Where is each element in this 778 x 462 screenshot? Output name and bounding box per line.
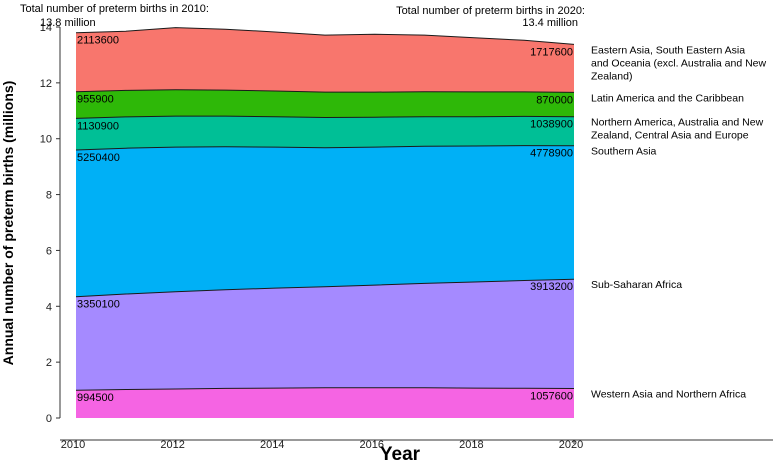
x-axis-label: Year (380, 444, 421, 462)
x-tick-label: 2016 (360, 439, 384, 451)
series-label-line: Eastern Asia, South Eastern Asia (591, 44, 745, 56)
series-label-line: Zealand) (591, 70, 632, 82)
series-label-line: Southern Asia (591, 146, 657, 158)
value-label-2020-3: 1038900 (530, 119, 573, 131)
series-label-line: and Oceania (excl. Australia and New (591, 57, 767, 69)
y-tick-label: 2 (46, 357, 52, 369)
area-series-0 (76, 387, 574, 418)
area-series-3 (76, 116, 574, 150)
x-tick-label: 2010 (61, 439, 85, 451)
series-label-0: Western Asia and Northern Africa (591, 388, 746, 400)
area-series-5 (76, 27, 574, 93)
y-tick-label: 14 (40, 22, 52, 34)
boundary-line-0 (75, 387, 575, 391)
series-label-line: Northern America, Australia and New (591, 117, 764, 129)
boundary-line-3 (75, 115, 575, 119)
y-tick-label: 8 (46, 190, 52, 202)
value-label-2010-5: 2113600 (77, 35, 119, 47)
series-label-line: Zealand, Central Asia and Europe (591, 130, 749, 142)
y-tick-label: 12 (40, 78, 52, 90)
value-label-2020-4: 870000 (536, 94, 573, 106)
x-tick-label: 2014 (260, 439, 284, 451)
area-boundaries (75, 27, 575, 391)
boundary-line-2 (75, 145, 575, 151)
axes (59, 27, 773, 441)
value-label-2020-2: 4778900 (530, 148, 573, 160)
annotation-2010-line1: Total number of preterm births in 2010: (20, 3, 209, 15)
value-labels: 994500 1057600 3350100 3913200 5250400 477890… (77, 35, 573, 405)
boundary-line-4 (75, 89, 575, 93)
series-label-5: Eastern Asia, South Eastern Asia and Ocea… (591, 44, 767, 82)
series-label-2: Southern Asia (591, 146, 657, 158)
value-label-2010-4: 955900 (77, 94, 114, 106)
value-label-2010-2: 5250400 (77, 152, 120, 164)
series-label-4: Latin America and the Caribbean (591, 92, 744, 104)
y-axis-label: Annual number of preterm births (million… (0, 81, 16, 366)
x-tick-label: 2020 (559, 439, 583, 451)
area-series-1 (76, 279, 574, 391)
annotation-2020-line2: 13.4 million (522, 17, 578, 29)
value-label-2010-0: 994500 (77, 392, 114, 404)
value-label-2010-3: 1130900 (77, 120, 119, 132)
area-series-2 (76, 145, 574, 297)
y-tick-label: 10 (40, 134, 52, 146)
series-label-line: Western Asia and Northern Africa (591, 388, 746, 400)
x-ticks: 2010 2012 2014 2016 2018 2020 (61, 439, 583, 451)
area-layers (76, 27, 574, 418)
series-label-3: Northern America, Australia and New Zeala… (591, 117, 764, 142)
series-label-1: Sub-Saharan Africa (591, 279, 682, 291)
annotation-2010-line2: 13.8 million (40, 17, 96, 29)
value-label-2010-1: 3350100 (77, 299, 120, 311)
value-label-2020-0: 1057600 (530, 390, 573, 402)
x-tick-label: 2012 (160, 439, 184, 451)
y-tick-label: 4 (46, 301, 52, 313)
x-tick-label: 2018 (459, 439, 483, 451)
y-ticks: 0 2 4 6 8 10 12 14 (40, 22, 60, 425)
y-tick-label: 6 (46, 245, 52, 257)
series-labels: Western Asia and Northern Africa Sub-Saha… (591, 44, 767, 400)
y-tick-label: 0 (46, 413, 52, 425)
value-label-2020-5: 1717600 (530, 46, 573, 58)
value-label-2020-1: 3913200 (530, 281, 573, 293)
area-series-4 (76, 89, 574, 119)
series-label-line: Sub-Saharan Africa (591, 279, 682, 291)
boundary-line-5 (75, 27, 575, 45)
boundary-line-1 (75, 278, 575, 298)
annotation-2020-line1: Total number of preterm births in 2020: (396, 5, 585, 17)
series-label-line: Latin America and the Caribbean (591, 92, 744, 104)
